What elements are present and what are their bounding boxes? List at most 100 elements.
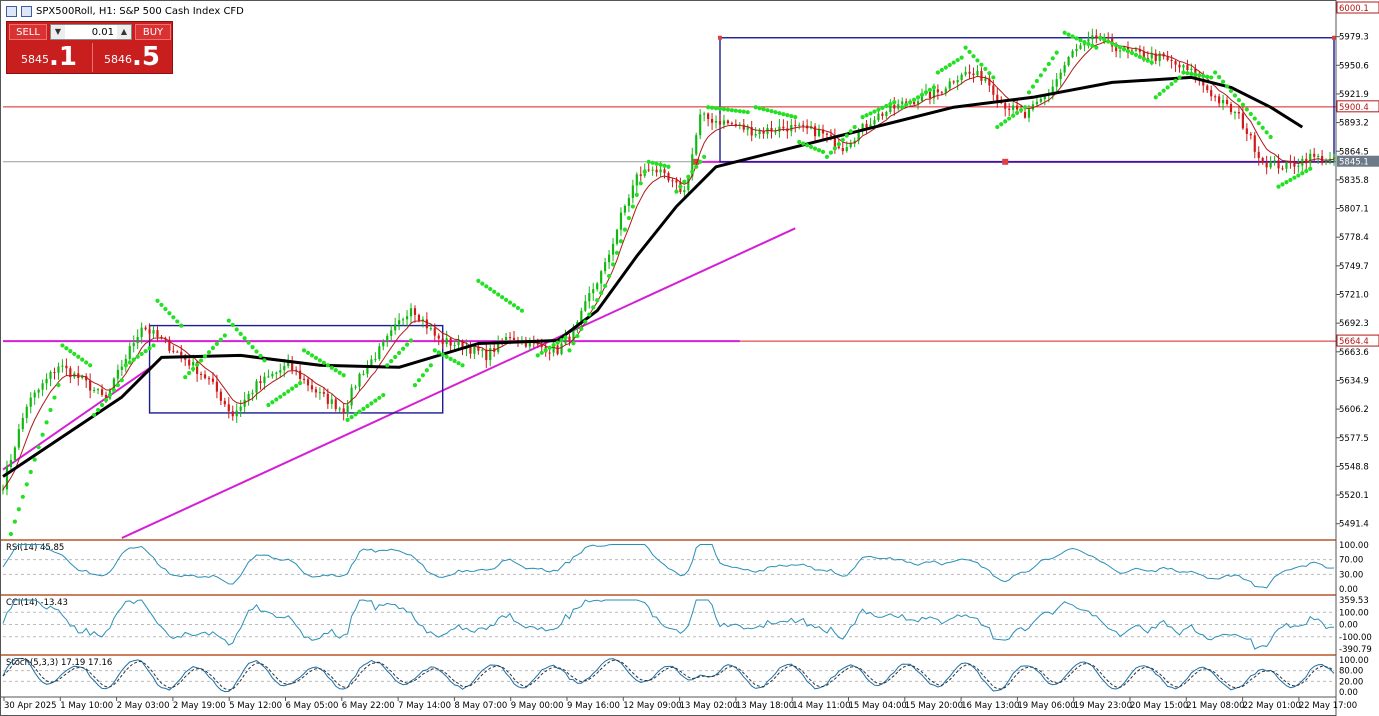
candle-body [635, 174, 638, 186]
parabolic-sar-dot [1042, 67, 1047, 72]
candle-body [453, 345, 456, 347]
parabolic-sar-dot [1129, 50, 1135, 56]
candle-body [89, 380, 92, 391]
volume-dropdown-icon[interactable]: ▼ [51, 25, 65, 39]
candle-body [651, 169, 654, 171]
parabolic-sar-dot [28, 469, 33, 475]
candle-body [100, 389, 104, 395]
ask-price[interactable]: 5846 .5 [92, 43, 171, 72]
candle-body [310, 385, 314, 390]
chart-frame [0, 0, 1337, 716]
parabolic-sar-dot [1011, 113, 1016, 118]
time-tick-label: 13 May 18:00 [736, 701, 794, 711]
range-box-2 [719, 37, 1335, 163]
parabolic-sar-dot [539, 350, 544, 355]
candle-body [9, 460, 13, 467]
price-tick-label: 5864.5 [1339, 147, 1369, 157]
candle-body [857, 130, 860, 141]
candle-body [1237, 112, 1241, 114]
candle-body [370, 359, 373, 366]
candle-body [243, 399, 246, 407]
candle-body [346, 405, 349, 414]
parabolic-sar-dot [923, 90, 929, 95]
parabolic-sar-dot [191, 366, 196, 371]
parabolic-sar-dot [971, 54, 976, 59]
parabolic-sar-dot [900, 105, 905, 110]
candle-body [588, 293, 591, 302]
parabolic-sar-dot [68, 349, 73, 354]
sell-button[interactable]: SELL [9, 24, 47, 40]
candle-body [85, 375, 88, 381]
candle-body [774, 131, 777, 133]
time-tick-label: 22 May 17:00 [1299, 701, 1357, 711]
candle-body [104, 394, 108, 399]
candle-body [473, 346, 476, 354]
parabolic-sar-dot [373, 398, 378, 403]
price-tick-label: 5807.1 [1339, 205, 1369, 215]
parabolic-sar-dot [179, 323, 184, 328]
candle-body [1031, 104, 1035, 110]
candle-body [758, 131, 761, 135]
time-tick-label: 15 May 04:00 [849, 701, 907, 711]
candle-body [615, 229, 619, 244]
candle-body [112, 378, 116, 391]
candle-body [437, 335, 440, 339]
candle-body [742, 124, 745, 130]
parabolic-sar-dot [1117, 45, 1123, 50]
parabolic-sar-dot [143, 349, 148, 354]
candle-body [611, 243, 615, 255]
candle-body [449, 338, 452, 346]
price-tick-label: 5606.2 [1339, 405, 1369, 415]
buy-button[interactable]: BUY [135, 24, 171, 40]
candle-body [699, 114, 702, 136]
parabolic-sar-dot [824, 154, 830, 159]
parabolic-sar-dot [876, 107, 881, 112]
parabolic-sar-dot [725, 107, 731, 112]
parabolic-sar-dot [892, 100, 897, 105]
candle-body [1233, 112, 1237, 114]
parabolic-sar-dot [935, 70, 940, 75]
parabolic-sar-dot [828, 150, 834, 155]
volume-value[interactable]: 0.01 [91, 26, 114, 38]
parabolic-sar-dot [206, 350, 212, 355]
parabolic-sar-dot [1026, 90, 1032, 95]
candle-body [798, 124, 801, 126]
candle-body [425, 319, 428, 329]
parabolic-sar-dot [1133, 52, 1139, 58]
volume-up-icon[interactable]: ▲ [117, 25, 131, 39]
parabolic-sar-dot [242, 336, 247, 341]
parabolic-sar-dot [872, 109, 877, 114]
parabolic-sar-dot [40, 432, 45, 437]
candle-body [821, 129, 825, 134]
candle-body [1, 489, 5, 491]
candle-body [1174, 61, 1177, 65]
bid-price[interactable]: 5845 .1 [9, 43, 89, 72]
parabolic-sar-dot [147, 346, 152, 351]
candle-body [342, 408, 345, 414]
parabolic-sar-dot [1189, 71, 1194, 76]
parabolic-sar-dot [286, 389, 291, 394]
candle-body [504, 337, 508, 342]
indicator-level-label: 80.00 [1339, 667, 1363, 677]
parabolic-sar-dot [1034, 78, 1040, 84]
candle-body [1332, 157, 1336, 159]
candle-body [271, 373, 274, 377]
candle-body [1324, 161, 1328, 164]
candle-body [584, 301, 587, 311]
parabolic-sar-dot [262, 358, 267, 363]
candle-body [596, 283, 599, 290]
candle-body [433, 328, 436, 336]
chart-menu-icon[interactable] [21, 5, 32, 17]
volume-field[interactable]: ▼ 0.01 ▲ [50, 24, 132, 40]
parabolic-sar-dot [511, 303, 517, 308]
parabolic-sar-dot [488, 286, 493, 292]
candle-body [944, 88, 947, 93]
parabolic-sar-dot [1018, 107, 1024, 113]
parabolic-sar-dot [333, 368, 338, 373]
parabolic-sar-dot [995, 124, 1000, 130]
parabolic-sar-dot [519, 308, 525, 313]
candle-body [524, 339, 527, 347]
parabolic-sar-dot [349, 415, 354, 420]
